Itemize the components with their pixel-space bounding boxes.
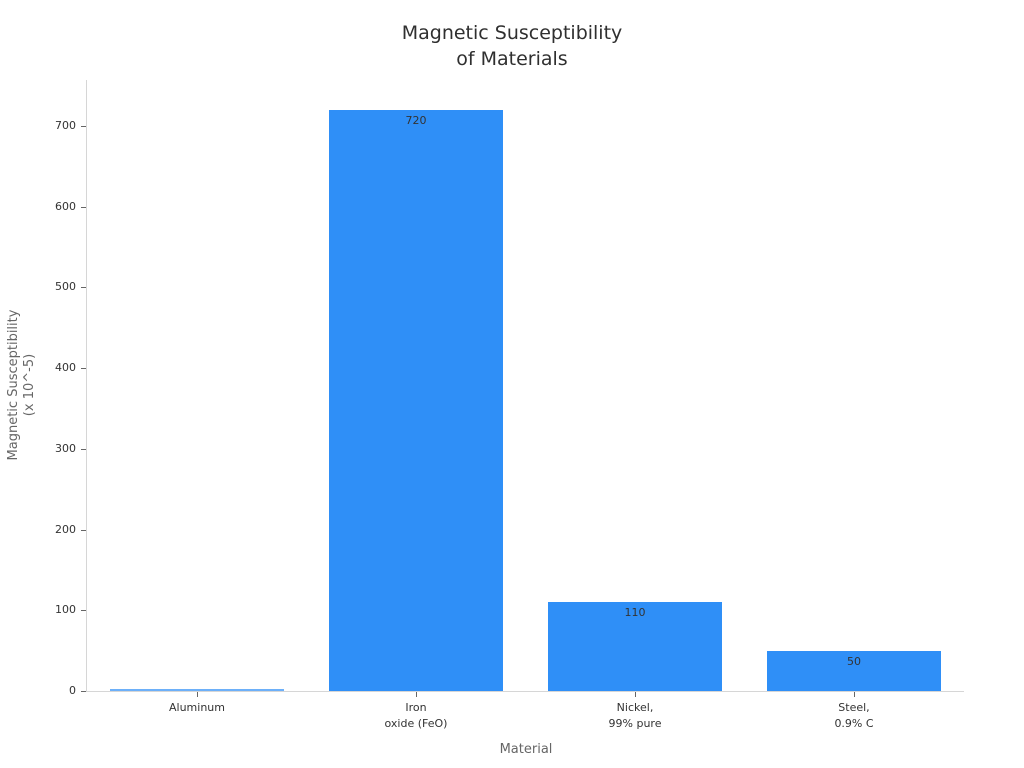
y-tick-mark: [81, 448, 86, 450]
y-tick-label: 600: [55, 199, 76, 213]
y-tick-mark: [81, 126, 86, 127]
y-tick-mark: [81, 206, 86, 208]
x-tick-label: Nickel, 99% pure: [609, 700, 662, 732]
x-tick-label-line: oxide (FeO): [384, 717, 448, 730]
x-tick-label-line: Nickel,: [616, 701, 654, 714]
x-tick-mark: [197, 692, 198, 697]
bar: [110, 689, 284, 691]
x-tick-mark: [635, 692, 636, 697]
x-axis-label: Material: [499, 742, 553, 757]
y-tick-mark: [81, 287, 86, 289]
bar: [329, 109, 503, 691]
bar-value-label: 110: [624, 606, 646, 620]
bar: [548, 602, 722, 691]
y-tick-label: 400: [55, 361, 76, 375]
y-tick-label: 0: [69, 684, 76, 697]
y-tick-label: 500: [55, 280, 76, 294]
y-tick-label: 100: [55, 603, 76, 617]
y-tick-label: 300: [55, 441, 76, 455]
x-axis-line: [86, 691, 964, 692]
x-tick-label: Steel, 0.9% C: [834, 700, 873, 732]
chart-title: Magnetic Susceptibility of Materials: [0, 20, 1024, 72]
bar-value-label: 50: [847, 654, 861, 668]
bar: [767, 650, 941, 691]
y-tick-label: 700: [55, 119, 76, 132]
x-tick-label-line: Aluminum: [169, 701, 225, 714]
x-tick-label-line: Steel,: [838, 701, 870, 714]
chart-title-line-1: Magnetic Susceptibility: [401, 22, 623, 44]
y-tick-mark: [81, 691, 86, 692]
y-axis-line: [86, 80, 87, 692]
y-tick-mark: [81, 368, 86, 370]
x-tick-label: Iron oxide (FeO): [385, 700, 448, 732]
y-tick-mark: [81, 529, 86, 531]
x-tick-mark: [854, 692, 855, 697]
x-tick-label-line: Iron: [405, 701, 427, 714]
x-tick-label: Aluminum: [169, 700, 225, 716]
y-tick-label: 200: [55, 522, 76, 536]
x-tick-label-line: 0.9% C: [834, 717, 874, 730]
x-tick-label-line: 99% pure: [608, 717, 662, 730]
bar-value-label: 720: [405, 113, 427, 127]
y-axis-label: Magnetic Susceptibility (x 10^-5): [6, 310, 38, 461]
y-axis-label-line-1: Magnetic Susceptibility: [6, 309, 21, 461]
chart-title-line-2: of Materials: [456, 48, 568, 70]
y-tick-mark: [81, 610, 86, 612]
x-tick-mark: [416, 692, 417, 697]
y-axis-label-line-2: (x 10^-5): [22, 353, 37, 417]
